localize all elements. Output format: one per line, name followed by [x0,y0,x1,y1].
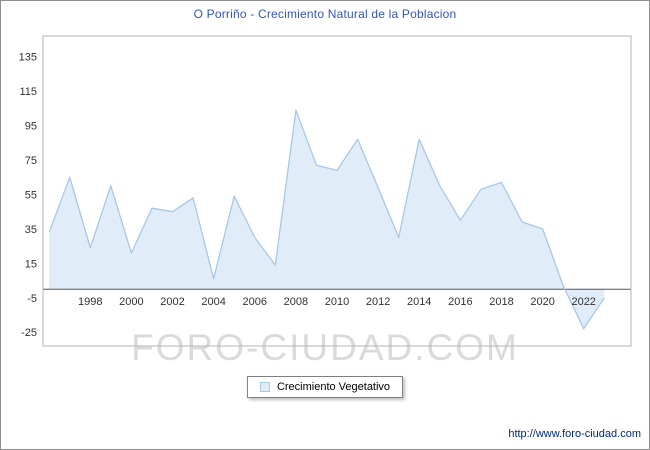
x-tick-label: 1998 [78,296,102,308]
x-tick-label: 2000 [119,296,143,308]
series-area [49,110,605,329]
x-tick-label: 2010 [325,296,349,308]
y-tick-label: 75 [25,155,37,167]
x-tick-label: 2020 [530,296,554,308]
x-tick-label: 2004 [201,296,225,308]
y-tick-label: 115 [19,86,37,98]
y-tick-label: 35 [25,224,37,236]
x-tick-label: 2018 [489,296,513,308]
y-tick-label: -25 [21,327,37,339]
legend-swatch [259,382,270,392]
y-tick-label: -5 [27,293,37,305]
y-tick-label: 135 [19,52,37,64]
area-chart: 135 115 95 75 55 35 15 -5 -25 1998 2000 2002 2004 200… [19,35,632,347]
x-tick-label: 2022 [571,296,595,308]
chart-title: O Porriño - Crecimiento Natural de la Po… [193,7,457,21]
x-tick-label: 2006 [243,296,267,308]
x-tick-label: 2012 [366,296,390,308]
y-tick-label: 15 [25,258,37,270]
y-tick-label: 95 [25,121,37,133]
x-tick-label: 2016 [448,296,472,308]
series-line [48,109,605,330]
plot-border [42,35,632,347]
y-tick-label: 55 [25,189,37,201]
x-tick-label: 2014 [407,296,431,308]
legend: Crecimiento Vegetativo [246,376,404,398]
x-tick-label: 2008 [284,296,308,308]
x-tick-label: 2002 [160,296,184,308]
legend-label: Crecimiento Vegetativo [276,381,391,393]
footer-url[interactable]: http://www.foro-ciudad.com [508,428,641,440]
